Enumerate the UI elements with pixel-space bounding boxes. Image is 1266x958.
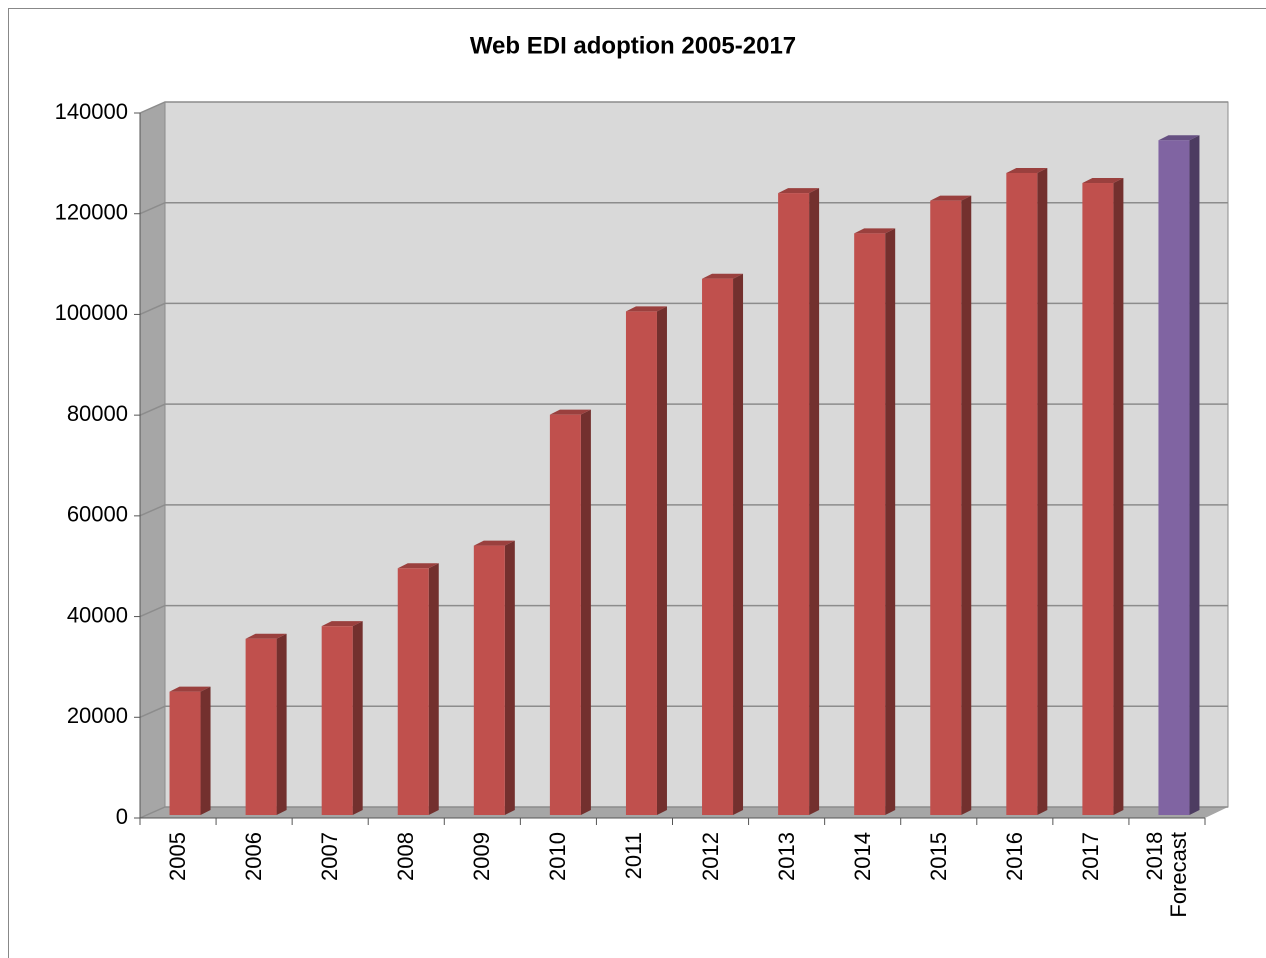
chart-frame [8, 8, 1266, 958]
bar [549, 414, 581, 815]
bar [1006, 172, 1038, 816]
x-tick-label: 2010 [545, 832, 571, 881]
bar-side [656, 306, 667, 815]
chart-title: Web EDI adoption 2005-2017 [470, 32, 796, 59]
y-tick-label: 0 [116, 804, 128, 829]
bar-side [580, 409, 591, 815]
bar-side [504, 540, 515, 815]
bar [397, 568, 429, 815]
x-tick-label: 2005 [165, 832, 191, 881]
bar-side [1037, 167, 1048, 816]
bar-side [352, 621, 363, 815]
bar-top [549, 409, 591, 415]
y-tick-label: 120000 [55, 200, 128, 225]
x-tick-label: 2008 [393, 832, 419, 881]
y-tick-label: 80000 [67, 401, 128, 426]
bar-top [321, 621, 363, 627]
bar-top [473, 540, 515, 546]
bar [1158, 140, 1190, 815]
bar-side [733, 273, 744, 816]
bar-top [702, 273, 744, 279]
bar-side [428, 563, 439, 815]
floor [140, 807, 1228, 818]
x-tick-label: 2013 [773, 832, 799, 881]
bar-top [930, 195, 972, 201]
x-tick-label: 2017 [1077, 832, 1103, 881]
bar-top [397, 563, 439, 569]
x-tick-label: 2014 [849, 832, 875, 881]
bar-top [625, 306, 667, 312]
bar [778, 193, 810, 815]
y-tick-label: 100000 [55, 300, 128, 325]
bar-top [169, 686, 211, 692]
bar-top [1158, 135, 1200, 141]
bar-side [961, 195, 972, 816]
bar-side [809, 188, 820, 815]
bar-top [245, 633, 287, 639]
bar-side [200, 686, 211, 815]
bar-side [1113, 178, 1124, 816]
x-tick-label: 2015 [925, 832, 951, 881]
bar [930, 200, 962, 816]
bar [321, 626, 353, 815]
side-wall [140, 102, 165, 818]
bar-top [1082, 178, 1124, 184]
bar-top [854, 228, 896, 234]
y-tick-label: 140000 [55, 99, 128, 124]
bar [169, 691, 201, 815]
bar-top [778, 188, 820, 194]
bar-top [1006, 167, 1048, 173]
bar-side [885, 228, 896, 815]
bar [1082, 183, 1114, 816]
x-tick-label: 2016 [1001, 832, 1027, 881]
y-tick-label: 40000 [67, 602, 128, 627]
bar [854, 233, 886, 815]
grid-line [139, 201, 1228, 215]
bar [625, 311, 657, 815]
bar-side [1189, 135, 1200, 815]
x-tick-label: 2009 [469, 832, 495, 881]
bar [473, 545, 505, 815]
bar [702, 278, 734, 816]
x-tick-label: 2007 [317, 832, 343, 881]
grid-line [139, 101, 1228, 114]
bar [245, 638, 277, 815]
x-tick-label: 2012 [697, 832, 723, 881]
y-tick-label: 60000 [67, 502, 128, 527]
bar-side [276, 633, 287, 815]
x-tick-label: 2006 [241, 832, 267, 881]
x-tick-label: 2011 [621, 832, 647, 880]
x-tick-label: 2018 Forecast [1141, 832, 1191, 918]
y-tick-label: 20000 [67, 703, 128, 728]
